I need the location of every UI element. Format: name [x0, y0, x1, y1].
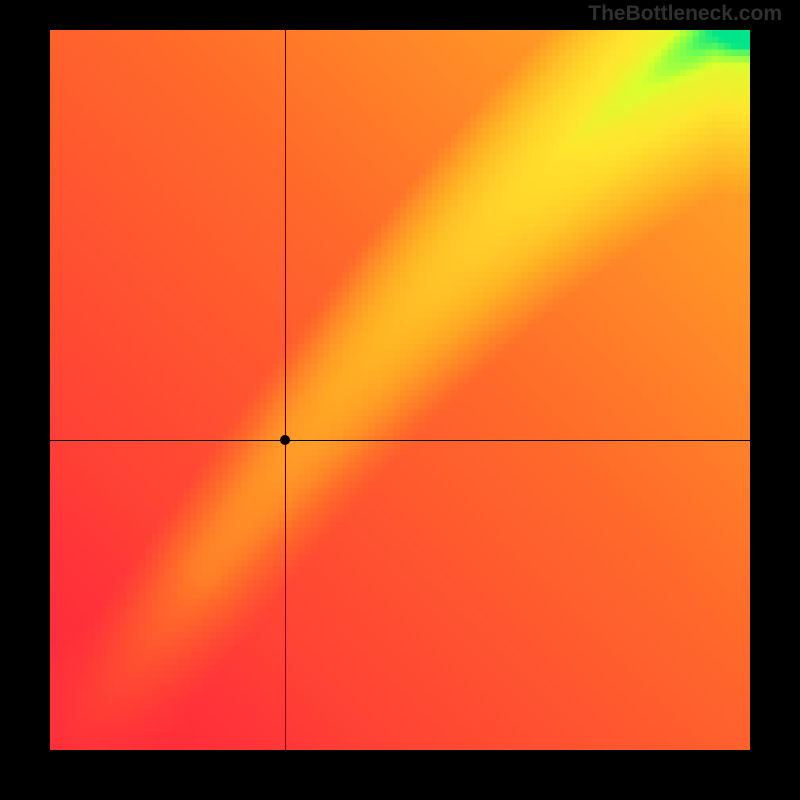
watermark-text: TheBottleneck.com	[588, 2, 782, 26]
crosshair-marker	[280, 435, 290, 445]
chart-container: TheBottleneck.com	[0, 0, 800, 800]
heatmap-plot	[50, 30, 750, 750]
heatmap-canvas	[50, 30, 750, 750]
crosshair-horizontal	[50, 440, 750, 441]
crosshair-vertical	[285, 30, 286, 750]
